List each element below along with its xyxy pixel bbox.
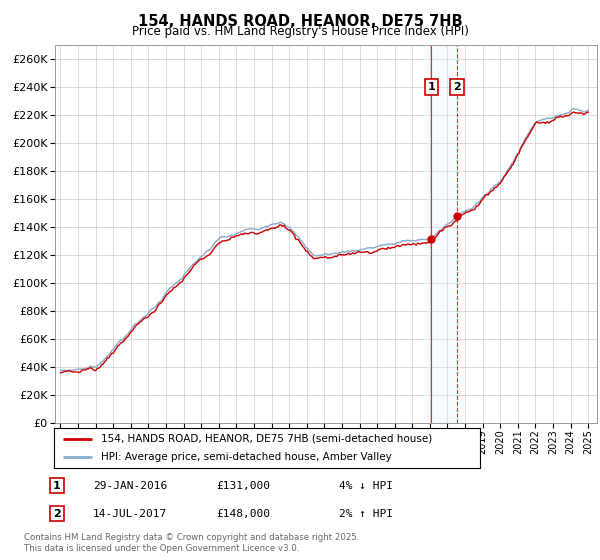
Text: 29-JAN-2016: 29-JAN-2016: [93, 480, 167, 491]
Text: £131,000: £131,000: [216, 480, 270, 491]
Text: Price paid vs. HM Land Registry's House Price Index (HPI): Price paid vs. HM Land Registry's House …: [131, 25, 469, 38]
Text: 1: 1: [427, 82, 435, 92]
Text: 14-JUL-2017: 14-JUL-2017: [93, 508, 167, 519]
Text: Contains HM Land Registry data © Crown copyright and database right 2025.
This d: Contains HM Land Registry data © Crown c…: [24, 533, 359, 553]
Text: £148,000: £148,000: [216, 508, 270, 519]
Text: HPI: Average price, semi-detached house, Amber Valley: HPI: Average price, semi-detached house,…: [101, 452, 392, 462]
Text: 2% ↑ HPI: 2% ↑ HPI: [339, 508, 393, 519]
Text: 2: 2: [453, 82, 461, 92]
Text: 154, HANDS ROAD, HEANOR, DE75 7HB (semi-detached house): 154, HANDS ROAD, HEANOR, DE75 7HB (semi-…: [101, 434, 432, 444]
Text: 2: 2: [53, 508, 61, 519]
Text: 154, HANDS ROAD, HEANOR, DE75 7HB: 154, HANDS ROAD, HEANOR, DE75 7HB: [137, 14, 463, 29]
Text: 1: 1: [53, 480, 61, 491]
Bar: [431, 45, 457, 423]
Text: 4% ↓ HPI: 4% ↓ HPI: [339, 480, 393, 491]
